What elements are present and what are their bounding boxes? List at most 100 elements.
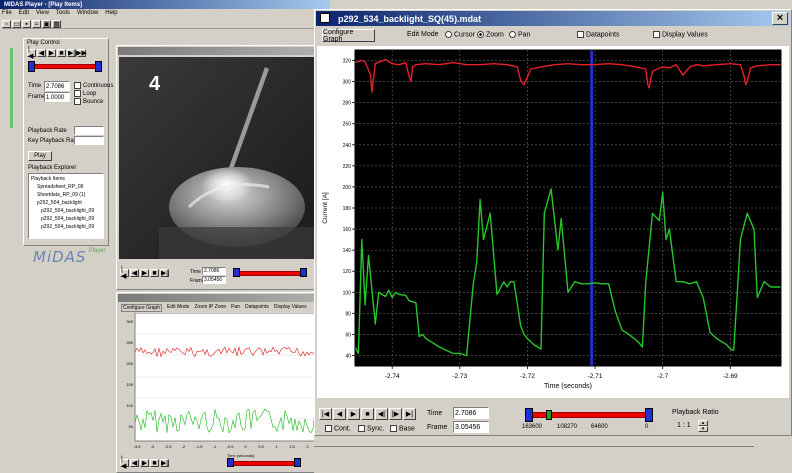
pb-scrub-bar[interactable] bbox=[525, 408, 653, 422]
pc-scrub-bar[interactable] bbox=[28, 61, 102, 72]
pb-sync-checkbox[interactable]: Sync. bbox=[358, 425, 385, 432]
zoom-radio[interactable]: Zoom bbox=[477, 31, 504, 38]
pb-frame-field[interactable]: 3.05456 bbox=[453, 421, 489, 433]
small-y-tick-label: 100 bbox=[126, 403, 133, 408]
app-titlebar[interactable]: MIDAS Player - [Play Items] bbox=[0, 0, 330, 9]
tree-item[interactable]: Sheetdata_RP_09 (1) bbox=[37, 192, 86, 198]
small-zoom-tab[interactable]: Zoom IP Zone bbox=[194, 304, 227, 310]
pc-action-button[interactable]: Play bbox=[28, 151, 52, 161]
small-editmode-tab[interactable]: Edit Mode bbox=[166, 304, 190, 310]
pc-key-rate-field[interactable] bbox=[74, 136, 104, 145]
small-datapoints-tab[interactable]: Datapoints bbox=[244, 304, 269, 310]
pc-loop-checkbox[interactable]: Loop bbox=[74, 90, 96, 97]
tree-item[interactable]: Spreadsheet_RP_09 bbox=[37, 184, 84, 190]
pc-playback-rate-field[interactable] bbox=[74, 126, 104, 135]
menu-help[interactable]: Help bbox=[105, 10, 118, 16]
y-tick-label: 40 bbox=[345, 353, 351, 359]
configure-graph-button[interactable]: Configure Graph bbox=[322, 29, 375, 43]
menu-edit[interactable]: Edit bbox=[18, 10, 30, 16]
pb-stop-button[interactable]: ■ bbox=[361, 408, 374, 420]
playback-ratio-spinner[interactable]: ▴ ▾ bbox=[698, 420, 708, 432]
pb-play-button[interactable]: ▶ bbox=[347, 408, 360, 420]
small-chart-titlebar[interactable] bbox=[118, 294, 328, 302]
pb-step-fwd-button[interactable]: |▶ bbox=[389, 408, 402, 420]
pc-scrub-start-thumb[interactable] bbox=[28, 61, 35, 72]
save-icon[interactable]: ▪ bbox=[22, 20, 31, 28]
vid-prev-button[interactable]: ◀ bbox=[130, 269, 139, 277]
tree-item[interactable]: Playback Items bbox=[31, 176, 65, 182]
open-icon[interactable]: ▭ bbox=[12, 20, 21, 28]
spin-up-icon[interactable]: ▴ bbox=[698, 420, 708, 426]
video-titlebar[interactable] bbox=[118, 47, 316, 55]
pb-step-back-button[interactable]: ◀| bbox=[375, 408, 388, 420]
tree-item[interactable]: p292_504_backlight_09 bbox=[41, 208, 95, 214]
pc-stop-button[interactable]: ■ bbox=[57, 49, 66, 57]
video-icon[interactable]: ▣ bbox=[42, 20, 51, 28]
pc-frame-field[interactable]: 1.0000 bbox=[44, 92, 70, 102]
pc-bounce-checkbox[interactable]: Bounce bbox=[74, 98, 103, 105]
sm-stop-button[interactable]: ■ bbox=[150, 459, 159, 467]
pc-scrub-end-thumb[interactable] bbox=[95, 61, 102, 72]
pc-time-field[interactable]: 2.7086 bbox=[44, 81, 70, 91]
spin-down-icon[interactable]: ▾ bbox=[698, 426, 708, 432]
chart-window-titlebar[interactable]: p292_534_backlight_SQ(45).mdat bbox=[316, 11, 790, 26]
pc-continuous-checkbox[interactable]: Continuous bbox=[74, 82, 113, 89]
new-icon[interactable]: ▫ bbox=[2, 20, 11, 28]
tree-item[interactable]: p292_504_backlight bbox=[37, 200, 82, 206]
pb-cont-label: Cont. bbox=[334, 425, 351, 433]
pb-base-checkbox[interactable]: Base bbox=[390, 425, 415, 432]
pb-frame-label: Frame bbox=[427, 424, 448, 431]
menu-view[interactable]: View bbox=[36, 10, 49, 16]
radio-selected-icon bbox=[477, 31, 484, 38]
main-chart[interactable]: 40 60 80 100 120 140 160 180 200 220 240 260 280 300 3… bbox=[317, 46, 789, 398]
small-configure-tab[interactable]: Configure Graph bbox=[121, 304, 162, 312]
pc-prev-button[interactable]: ◀ bbox=[37, 49, 46, 57]
pc-last-button[interactable]: ▶▶ bbox=[76, 49, 87, 57]
datapoints-checkbox[interactable]: Datapoints bbox=[577, 31, 619, 38]
vid-scrub-end-thumb[interactable] bbox=[300, 268, 307, 277]
close-icon: × bbox=[776, 12, 784, 24]
pc-next-button[interactable]: ▶| bbox=[67, 49, 76, 57]
pb-scrub-end-thumb[interactable] bbox=[645, 408, 653, 422]
sm-scrub-end-thumb[interactable] bbox=[294, 458, 301, 467]
pb-last-button[interactable]: ▶| bbox=[403, 408, 416, 420]
tile-icon[interactable]: ▦ bbox=[52, 20, 61, 28]
sm-play-button[interactable]: ▶ bbox=[140, 459, 149, 467]
graph-icon[interactable]: ≈ bbox=[32, 20, 41, 28]
menu-tools[interactable]: Tools bbox=[55, 10, 70, 16]
vid-frame-field[interactable]: 3.05456 bbox=[202, 276, 226, 284]
pb-scrub-start-thumb[interactable] bbox=[525, 408, 533, 422]
vid-scrub-bar[interactable] bbox=[233, 268, 307, 277]
vid-first-button[interactable]: |◀ bbox=[120, 266, 129, 280]
vid-play-button[interactable]: ▶ bbox=[140, 269, 149, 277]
vid-stop-button[interactable]: ■ bbox=[150, 269, 159, 277]
small-y-tick-label: 200 bbox=[126, 361, 133, 366]
menu-file[interactable]: File bbox=[2, 10, 12, 16]
pb-first-button[interactable]: |◀ bbox=[319, 408, 332, 420]
sm-scrub-start-thumb[interactable] bbox=[227, 458, 234, 467]
pc-first-button[interactable]: |◀ bbox=[27, 46, 36, 60]
pb-time-field[interactable]: 2.7086 bbox=[453, 407, 489, 419]
display-values-checkbox[interactable]: Display Values bbox=[653, 31, 708, 38]
sm-next-button[interactable]: ▶| bbox=[160, 459, 169, 467]
close-button[interactable]: × bbox=[772, 12, 788, 25]
pc-play-button[interactable]: ▶ bbox=[47, 49, 56, 57]
vid-time-field[interactable]: 2.7086 bbox=[202, 267, 226, 275]
vid-next-button[interactable]: ▶| bbox=[160, 269, 169, 277]
small-pan-tab[interactable]: Pan bbox=[231, 304, 240, 310]
pb-scrub-position-thumb[interactable] bbox=[546, 410, 552, 420]
pb-back-button[interactable]: ◀ bbox=[333, 408, 346, 420]
pc-frame-label: Frame bbox=[28, 94, 46, 100]
vid-scrub-start-thumb[interactable] bbox=[233, 268, 240, 277]
sm-first-button[interactable]: |◀ bbox=[120, 456, 129, 470]
x-tick-label: -2.72 bbox=[520, 373, 535, 380]
menu-window[interactable]: Window bbox=[76, 10, 99, 16]
cursor-radio[interactable]: Cursor bbox=[445, 31, 475, 38]
small-values-tab[interactable]: Display Values bbox=[273, 304, 307, 310]
sm-scrub-bar[interactable] bbox=[227, 458, 301, 467]
tree-item[interactable]: p292_504_backlight_09 bbox=[41, 216, 95, 222]
tree-item[interactable]: p292_504_backlight_09 bbox=[41, 224, 95, 230]
pan-radio[interactable]: Pan bbox=[509, 31, 530, 38]
pb-cont-checkbox[interactable]: Cont. bbox=[325, 425, 351, 432]
sm-prev-button[interactable]: ◀ bbox=[130, 459, 139, 467]
